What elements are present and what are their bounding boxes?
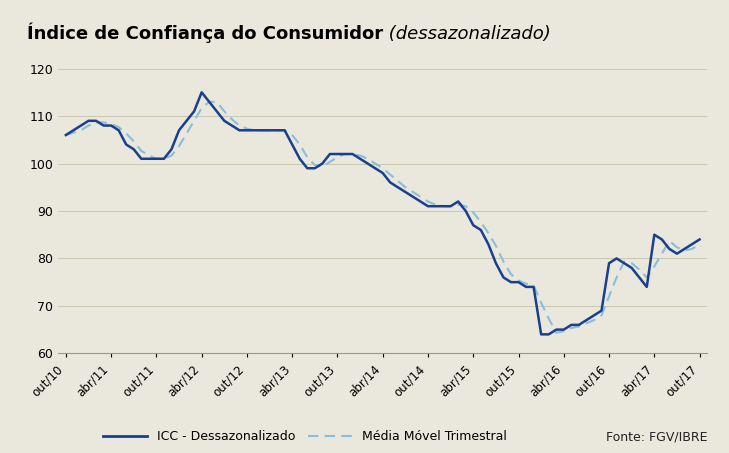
- Text: Índice de Confiança do Consumidor: Índice de Confiança do Consumidor: [26, 23, 383, 43]
- Text: Fonte: FGV/IBRE: Fonte: FGV/IBRE: [606, 431, 707, 444]
- Legend: ICC - Dessazonalizado, Média Móvel Trimestral: ICC - Dessazonalizado, Média Móvel Trime…: [98, 425, 512, 448]
- Text: (dessazonalizado): (dessazonalizado): [383, 25, 550, 43]
